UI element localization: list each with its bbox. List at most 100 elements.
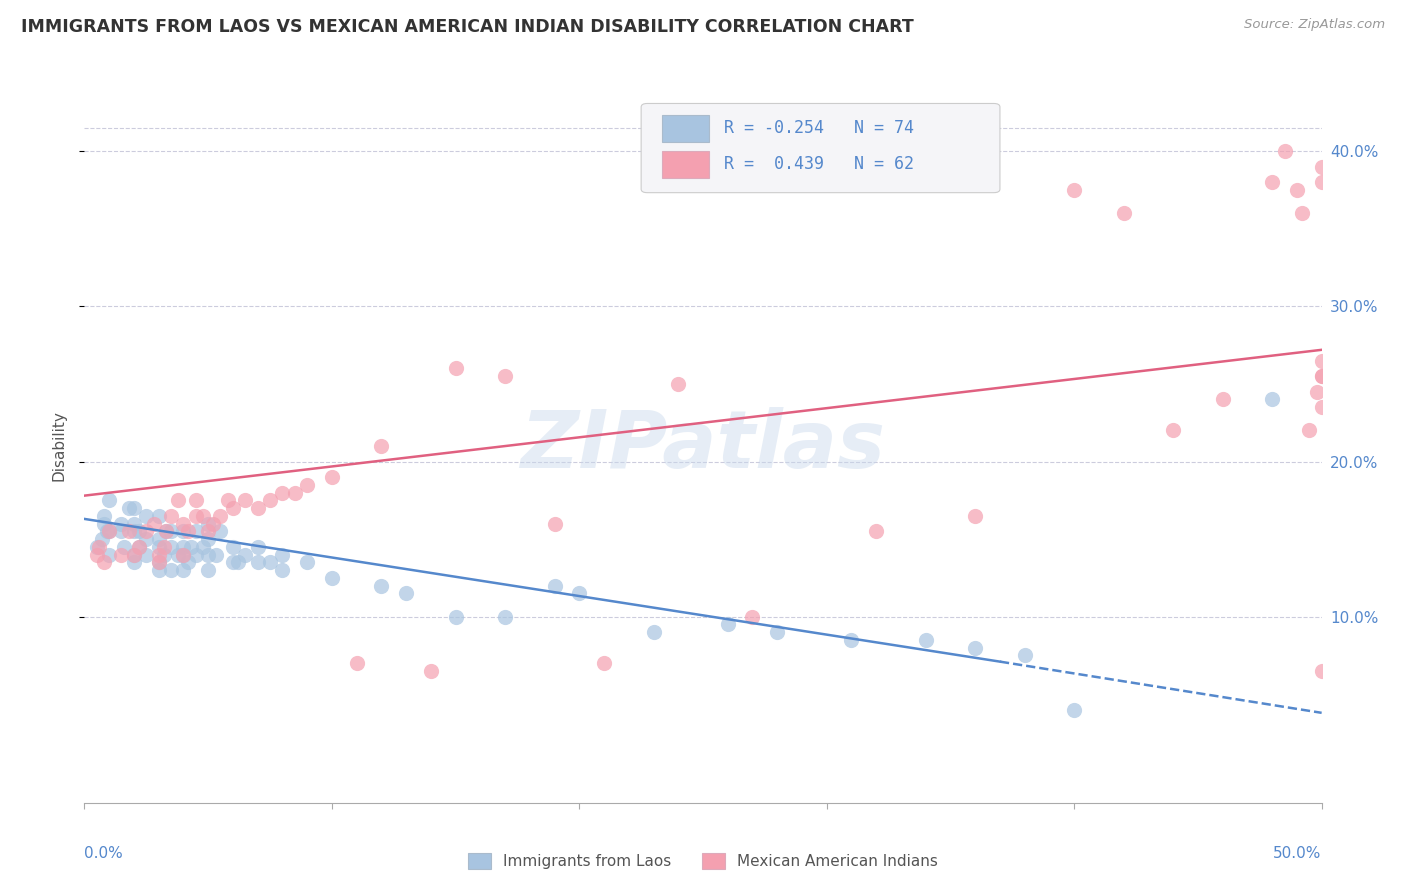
Y-axis label: Disability: Disability <box>51 410 66 482</box>
Point <box>172 516 194 531</box>
Point <box>128 540 150 554</box>
Point <box>1014 648 1036 663</box>
Point <box>89 540 111 554</box>
Point <box>172 563 194 577</box>
Point <box>914 632 936 647</box>
Point <box>444 609 467 624</box>
Point <box>135 532 157 546</box>
Point <box>191 540 214 554</box>
Point <box>202 516 225 531</box>
Point <box>717 617 740 632</box>
Point <box>184 524 207 539</box>
Point <box>160 508 183 523</box>
Point <box>86 540 108 554</box>
Point <box>135 508 157 523</box>
Point <box>110 516 132 531</box>
Point <box>122 516 145 531</box>
Point <box>148 532 170 546</box>
FancyBboxPatch shape <box>662 151 709 178</box>
Point <box>209 524 232 539</box>
Point <box>122 548 145 562</box>
Point <box>167 493 190 508</box>
Point <box>1063 183 1085 197</box>
Point <box>1291 206 1313 220</box>
Point <box>148 548 170 562</box>
Point <box>148 555 170 569</box>
Point <box>1212 392 1234 407</box>
Point <box>152 540 174 554</box>
Text: 0.0%: 0.0% <box>84 846 124 861</box>
Point <box>246 555 269 569</box>
Point <box>284 485 307 500</box>
Point <box>93 508 115 523</box>
Point <box>152 548 174 562</box>
Point <box>122 501 145 516</box>
Point <box>98 524 121 539</box>
Point <box>271 485 294 500</box>
Point <box>419 664 441 678</box>
Point <box>643 625 665 640</box>
Point <box>155 524 177 539</box>
Point <box>148 508 170 523</box>
Point <box>197 548 219 562</box>
Point <box>112 540 135 554</box>
Point <box>1112 206 1135 220</box>
Point <box>1310 369 1333 384</box>
Point <box>1310 160 1333 174</box>
Point <box>110 524 132 539</box>
Point <box>1063 703 1085 717</box>
Text: R = -0.254   N = 74: R = -0.254 N = 74 <box>724 120 914 137</box>
Point <box>568 586 591 600</box>
Point <box>197 532 219 546</box>
Point <box>1310 175 1333 189</box>
Point <box>494 369 516 384</box>
Point <box>93 555 115 569</box>
Point <box>965 640 987 655</box>
Point <box>135 548 157 562</box>
Point <box>98 524 121 539</box>
Point <box>1285 183 1308 197</box>
Point <box>118 524 141 539</box>
Point <box>142 516 165 531</box>
Point <box>1261 392 1284 407</box>
Point <box>1161 424 1184 438</box>
Point <box>135 524 157 539</box>
Point <box>593 656 616 670</box>
Text: 50.0%: 50.0% <box>1274 846 1322 861</box>
Point <box>543 516 565 531</box>
Point <box>226 555 249 569</box>
Point <box>222 501 245 516</box>
Point <box>160 563 183 577</box>
Text: Source: ZipAtlas.com: Source: ZipAtlas.com <box>1244 18 1385 31</box>
Point <box>172 540 194 554</box>
Text: ZIPatlas: ZIPatlas <box>520 407 886 485</box>
Text: IMMIGRANTS FROM LAOS VS MEXICAN AMERICAN INDIAN DISABILITY CORRELATION CHART: IMMIGRANTS FROM LAOS VS MEXICAN AMERICAN… <box>21 18 914 36</box>
Point <box>128 540 150 554</box>
Point <box>1310 353 1333 368</box>
Point <box>148 540 170 554</box>
Point <box>93 516 115 531</box>
Point <box>965 508 987 523</box>
Point <box>395 586 418 600</box>
Point <box>118 501 141 516</box>
Point <box>841 632 863 647</box>
Point <box>766 625 789 640</box>
Point <box>197 516 219 531</box>
Point <box>865 524 887 539</box>
Point <box>209 508 232 523</box>
Point <box>172 524 194 539</box>
Text: R =  0.439   N = 62: R = 0.439 N = 62 <box>724 155 914 173</box>
Point <box>494 609 516 624</box>
Point <box>184 508 207 523</box>
Point <box>1298 424 1320 438</box>
Point <box>98 548 121 562</box>
Point <box>370 579 392 593</box>
Point <box>1305 384 1327 399</box>
Point <box>259 493 281 508</box>
Point <box>167 548 190 562</box>
Point <box>148 563 170 577</box>
Point <box>155 524 177 539</box>
Point <box>222 540 245 554</box>
Point <box>172 548 194 562</box>
Point <box>184 493 207 508</box>
